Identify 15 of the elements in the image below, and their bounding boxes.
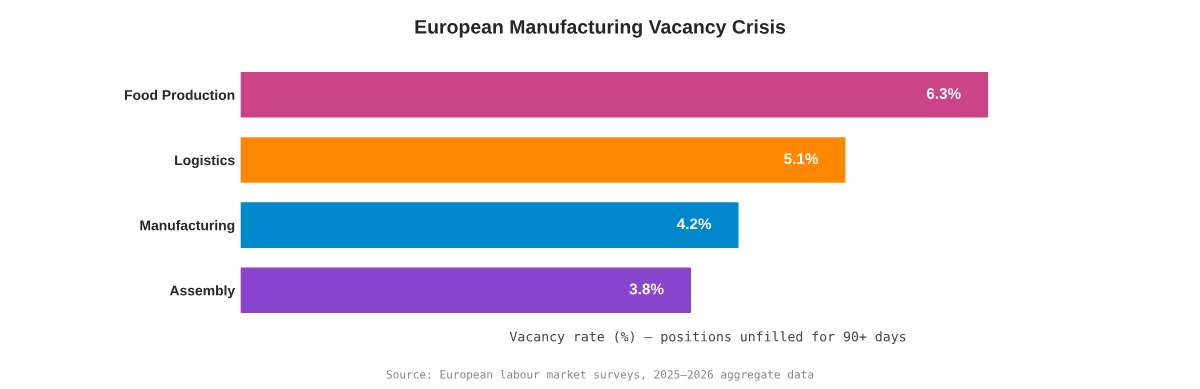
data-label: 5.1%: [784, 153, 819, 165]
data-label: 3.8%: [629, 283, 664, 295]
source-note: Source: European labour market surveys, 2025–2026 aggregate data: [386, 369, 814, 381]
x-axis-title: Vacancy rate (%) — positions unfilled for 90+ days: [509, 331, 906, 345]
y-tick-label: Food Production: [124, 89, 235, 100]
chart-title: European Manufacturing Vacancy Crisis: [415, 19, 786, 38]
y-tick-label: Manufacturing: [140, 220, 235, 234]
y-tick-label: Logistics: [175, 154, 235, 168]
bar: [240, 70, 990, 119]
y-tick-label: Assembly: [169, 285, 236, 299]
data-label: 4.2%: [676, 218, 712, 230]
bar: [240, 266, 693, 315]
bar: [240, 200, 740, 250]
bar: [240, 135, 847, 185]
data-label: 6.3%: [926, 88, 961, 99]
